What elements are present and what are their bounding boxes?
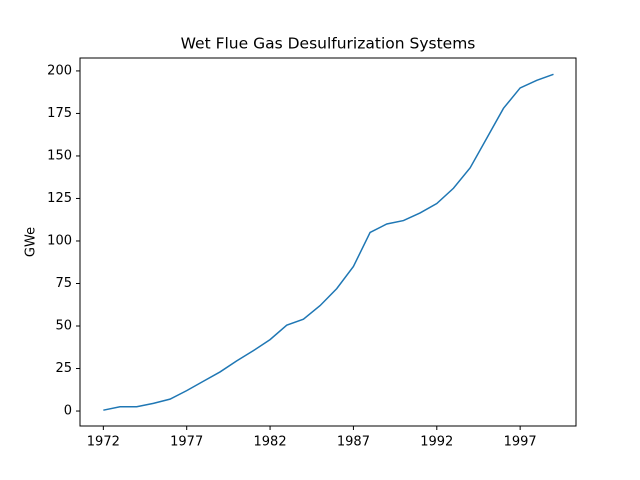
y-tick-label: 0 (64, 404, 72, 419)
y-tick-label: 75 (55, 276, 72, 291)
x-tick-label: 1987 (337, 435, 370, 450)
x-tick-label: 1977 (170, 435, 203, 450)
y-tick-label: 200 (47, 63, 72, 78)
y-tick-label: 125 (47, 191, 72, 206)
y-axis-label: GWe (24, 227, 39, 257)
line-series (103, 73, 554, 411)
x-tick-label: 1992 (420, 435, 453, 450)
y-tick-label: 25 (55, 361, 72, 376)
y-tick-label: 100 (47, 233, 72, 248)
plot-frame (79, 57, 577, 427)
x-tick-label: 1972 (87, 435, 120, 450)
x-tick-label: 1997 (504, 435, 537, 450)
chart-title: Wet Flue Gas Desulfurization Systems (181, 35, 476, 53)
y-tick-label: 150 (47, 148, 72, 163)
y-tick-label: 50 (55, 319, 72, 334)
y-tick-label: 175 (47, 106, 72, 121)
x-tick-label: 1982 (254, 435, 287, 450)
